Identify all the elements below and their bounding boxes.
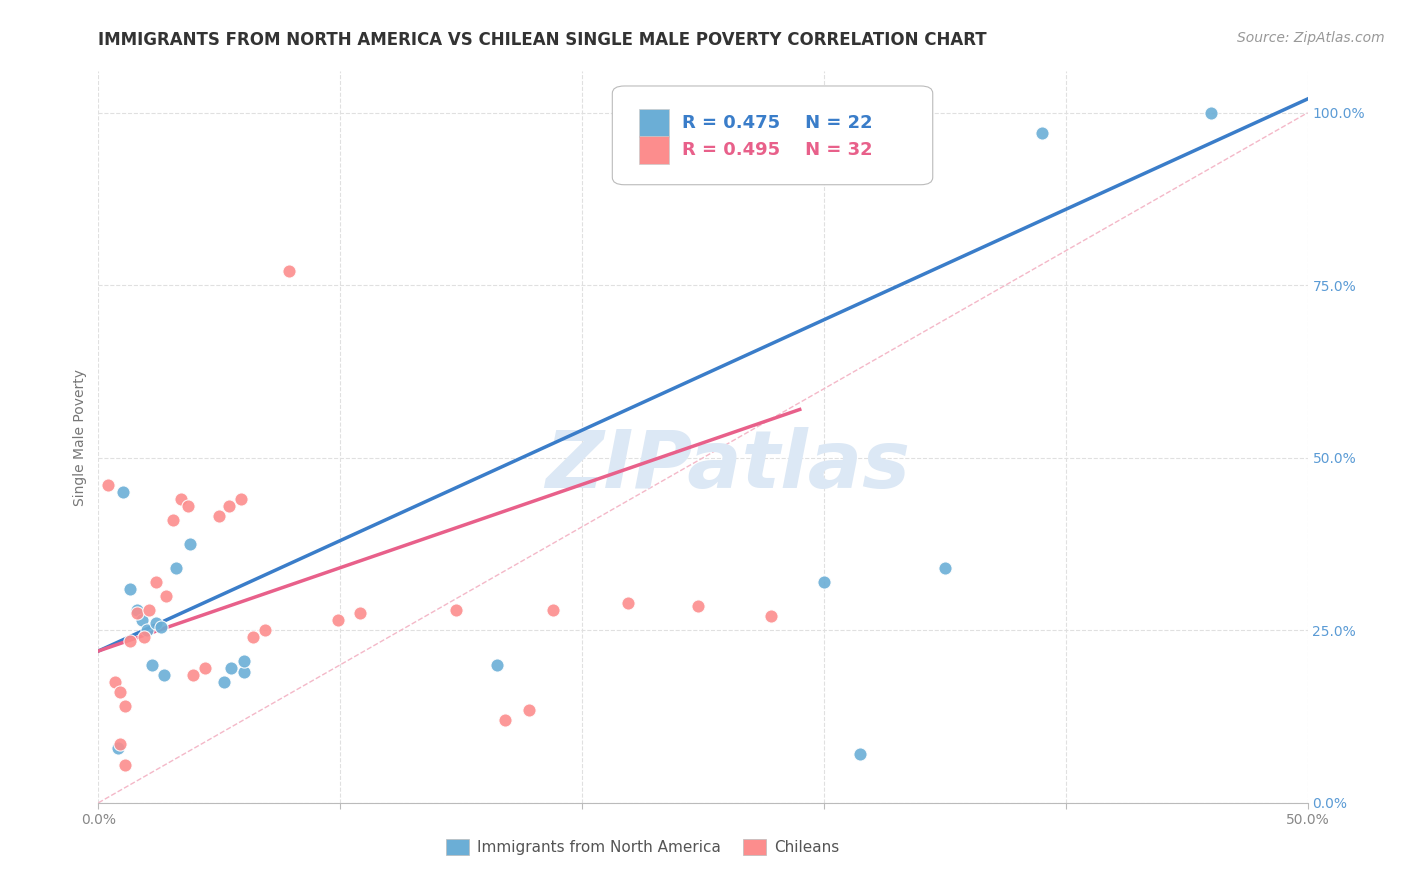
Text: R = 0.475    N = 22: R = 0.475 N = 22 (682, 114, 873, 132)
Point (229, 492, 252, 507)
Point (111, 485, 134, 500)
Point (131, 613, 153, 627)
Point (138, 602, 160, 616)
Point (349, 606, 371, 620)
Point (486, 657, 509, 672)
Point (517, 703, 540, 717)
Legend: Immigrants from North America, Chileans: Immigrants from North America, Chileans (440, 833, 845, 861)
Point (118, 633, 141, 648)
Point (177, 499, 200, 513)
Point (1031, 127, 1053, 141)
Point (108, 737, 131, 751)
Point (326, 613, 349, 627)
Point (688, 599, 710, 614)
Point (278, 264, 301, 278)
Point (232, 654, 254, 668)
Point (135, 624, 157, 638)
Point (162, 513, 184, 527)
Point (617, 596, 640, 610)
Point (145, 574, 167, 589)
Point (114, 757, 136, 772)
Point (107, 740, 129, 755)
Point (254, 624, 277, 638)
Text: R = 0.495    N = 32: R = 0.495 N = 32 (682, 141, 873, 160)
Point (194, 661, 217, 675)
Y-axis label: Single Male Poverty: Single Male Poverty (73, 368, 87, 506)
Point (221, 661, 243, 675)
Point (541, 602, 564, 616)
Point (104, 675, 127, 690)
Point (181, 668, 204, 682)
Point (152, 668, 174, 682)
Point (813, 574, 835, 589)
Point (169, 492, 191, 507)
Point (127, 606, 149, 620)
Point (97, 478, 120, 492)
Point (165, 561, 187, 575)
Point (179, 537, 201, 551)
Point (155, 589, 177, 603)
Point (208, 509, 231, 524)
Point (114, 699, 136, 714)
FancyBboxPatch shape (613, 86, 932, 185)
Point (759, 609, 782, 624)
Point (150, 620, 173, 634)
Text: Source: ZipAtlas.com: Source: ZipAtlas.com (1237, 31, 1385, 45)
Text: IMMIGRANTS FROM NORTH AMERICA VS CHILEAN SINGLE MALE POVERTY CORRELATION CHART: IMMIGRANTS FROM NORTH AMERICA VS CHILEAN… (98, 31, 987, 49)
FancyBboxPatch shape (638, 136, 669, 164)
Point (218, 499, 240, 513)
Point (242, 630, 264, 644)
Point (494, 713, 516, 727)
Point (118, 582, 141, 596)
Point (232, 665, 254, 679)
Point (849, 747, 872, 762)
Point (145, 616, 167, 631)
Point (134, 630, 156, 644)
Point (141, 657, 163, 672)
Point (108, 685, 131, 699)
Text: ZIPatlas: ZIPatlas (544, 427, 910, 506)
Point (127, 602, 149, 616)
Point (446, 602, 468, 616)
Point (934, 561, 956, 575)
Point (212, 675, 235, 690)
Point (1199, 105, 1222, 120)
FancyBboxPatch shape (638, 110, 669, 137)
